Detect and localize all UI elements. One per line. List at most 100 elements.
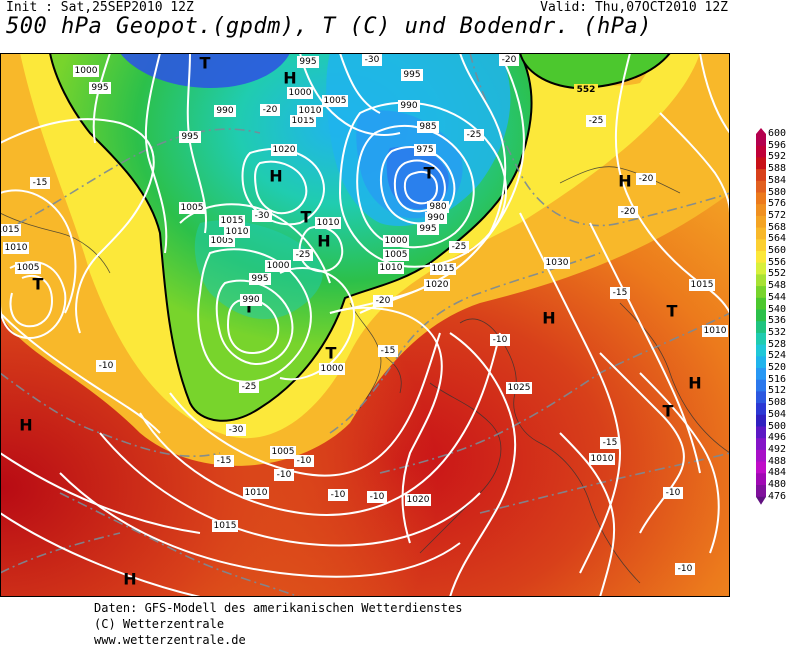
legend-swatch <box>756 461 766 474</box>
legend-swatch <box>756 403 766 416</box>
temp-label: -15 <box>381 346 396 356</box>
legend-swatch <box>756 473 766 486</box>
legend-level-label: 588 <box>768 163 787 175</box>
legend-swatch <box>756 356 766 369</box>
isobar-labels: 1000 995 995 990 995 1005 1005 1000 995 … <box>0 56 728 532</box>
legend-level-label: 484 <box>768 467 787 479</box>
temp-label: -20 <box>502 55 517 65</box>
legend-level-label: 520 <box>768 362 787 373</box>
legend-level-label: 480 <box>768 479 787 490</box>
legend-level-label: 548 <box>768 280 787 292</box>
high-marker: H <box>269 167 282 186</box>
legend-swatch <box>756 192 766 205</box>
legend-swatch <box>756 180 766 193</box>
isobar-label: 1020 <box>426 280 449 290</box>
legend-swatch <box>756 134 766 147</box>
low-marker: T <box>200 54 211 73</box>
legend-level-label: 580 <box>768 186 787 198</box>
temp-label: -15 <box>613 288 628 298</box>
temp-label: -25 <box>589 116 604 126</box>
isobar-label: 1005 <box>324 96 347 106</box>
legend-level-label: 572 <box>768 209 787 221</box>
low-marker: T <box>424 164 435 183</box>
isobar-label: 1025 <box>508 383 531 393</box>
temp-label: -10 <box>99 361 114 371</box>
temp-label: -20 <box>621 207 636 217</box>
isobar-label: 1000 <box>75 66 98 76</box>
temp-label: -20 <box>639 174 654 184</box>
isobar-label: 1010 <box>380 263 403 273</box>
legend-level-label: 556 <box>768 256 787 268</box>
high-marker: H <box>19 416 32 435</box>
temp-label: -15 <box>33 178 48 188</box>
isobar-label: 1030 <box>546 258 569 268</box>
isotherms <box>0 53 730 597</box>
legend-level-label: 524 <box>768 350 787 362</box>
isobar-label: 1015 <box>292 116 315 126</box>
legend-bar <box>756 128 766 505</box>
legend-swatch <box>756 262 766 275</box>
legend-swatch <box>756 368 766 381</box>
legend-level-label: 496 <box>768 432 787 444</box>
temp-label: -10 <box>370 492 385 502</box>
legend-level-label: 584 <box>768 174 787 186</box>
isobar-label: 975 <box>416 145 433 155</box>
legend-level-label: 568 <box>768 221 787 233</box>
high-marker: H <box>317 232 330 251</box>
legend-swatch <box>756 309 766 322</box>
temp-label: -25 <box>296 250 311 260</box>
isobar-label: 1015 <box>221 216 244 226</box>
legend-level-label: 516 <box>768 373 787 385</box>
legend-level-label: 492 <box>768 443 787 455</box>
legend-level-label: 540 <box>768 303 787 315</box>
footer-url[interactable]: www.wetterzentrale.de <box>94 633 246 647</box>
legend-level-label: 544 <box>768 291 787 303</box>
legend-level-label: 500 <box>768 420 787 432</box>
isobar-label: 1015 <box>691 280 714 290</box>
temp-label: -10 <box>277 470 292 480</box>
footer-data-source: Daten: GFS-Modell des amerikanischen Wet… <box>94 601 463 615</box>
chart-title: 500 hPa Geopot.(gpdm), T (C) und Bodendr… <box>6 14 653 39</box>
legend-level-label: 552 <box>768 268 787 280</box>
isobar-label: 985 <box>419 122 436 132</box>
legend-level-label: 532 <box>768 326 787 338</box>
temp-label: -25 <box>467 130 482 140</box>
legend-level-label: 560 <box>768 245 787 256</box>
isobar-label: 1010 <box>226 227 249 237</box>
valid-time: Valid: Thu,07OCT2010 12Z <box>540 0 728 15</box>
footer-credits: Daten: GFS-Modell des amerikanischen Wet… <box>94 600 462 648</box>
isobar-label: 1000 <box>321 364 344 374</box>
isobar-label: 990 <box>242 295 259 305</box>
isobar-label: 995 <box>91 83 108 93</box>
footer-copyright: (C) Wetterzentrale <box>94 617 225 631</box>
isobar-label: 1015 <box>432 264 455 274</box>
legend-swatch <box>756 286 766 299</box>
isobar-label: 990 <box>216 106 233 116</box>
isobar-label: 1010 <box>591 454 614 464</box>
legend-swatch <box>756 215 766 229</box>
high-marker: H <box>688 374 701 393</box>
legend-swatch <box>756 449 766 463</box>
isobar-label: 1005 <box>211 236 234 246</box>
temp-label: -10 <box>678 564 693 574</box>
low-marker: T <box>667 302 678 321</box>
isobar-label: 1000 <box>289 88 312 98</box>
isobar-label: 1010 <box>704 326 727 336</box>
legend-swatch <box>756 169 766 182</box>
temp-label: -15 <box>603 438 618 448</box>
isobar-label: 990 <box>427 213 444 223</box>
isobar-label: 1020 <box>273 145 296 155</box>
isobar-label: 1005 <box>17 263 40 273</box>
legend-level-label: 528 <box>768 338 787 350</box>
legend-swatch <box>756 239 766 252</box>
legend-swatch <box>756 332 766 346</box>
temp-label: -20 <box>376 296 391 306</box>
legend-swatch <box>756 438 766 451</box>
temp-labels: -30 -20 -20 -25 -15 -25 -30 -25 -20 -20 … <box>30 54 695 575</box>
low-marker: T <box>326 344 337 363</box>
pressure-centres: T H H T H T T T T H H H H T H T <box>19 54 701 589</box>
low-marker: T <box>301 208 312 227</box>
isobar-label: 1005 <box>181 203 204 213</box>
legend-level-label: 564 <box>768 233 787 245</box>
legend-swatch <box>756 251 766 264</box>
